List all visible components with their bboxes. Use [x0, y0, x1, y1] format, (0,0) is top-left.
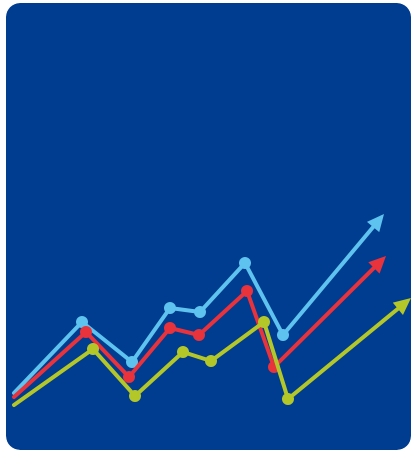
- data-point: [205, 355, 217, 367]
- rising-trend-lines-icon: [6, 3, 411, 450]
- trend-lines: [12, 214, 411, 407]
- data-point: [241, 285, 253, 297]
- tile-background: [6, 3, 411, 450]
- data-point: [87, 343, 99, 355]
- data-point: [80, 326, 92, 338]
- trend-icon-tile: [6, 3, 411, 450]
- arrow-head-icon: [368, 256, 386, 274]
- arrow-head-icon: [392, 298, 411, 315]
- data-point: [193, 329, 205, 341]
- data-point: [76, 316, 88, 328]
- data-point: [129, 390, 141, 402]
- data-point: [177, 346, 189, 358]
- data-point: [258, 316, 270, 328]
- arrow-head-icon: [366, 214, 384, 233]
- data-point: [277, 329, 289, 341]
- data-point: [194, 306, 206, 318]
- data-point: [164, 302, 176, 314]
- trend-line-path: [12, 263, 379, 399]
- data-point: [164, 322, 176, 334]
- data-point: [126, 356, 138, 368]
- trend-line-path: [12, 304, 403, 407]
- data-point: [123, 371, 135, 383]
- trend-line-lime: [12, 298, 411, 407]
- data-point: [239, 257, 251, 269]
- data-point: [282, 393, 294, 405]
